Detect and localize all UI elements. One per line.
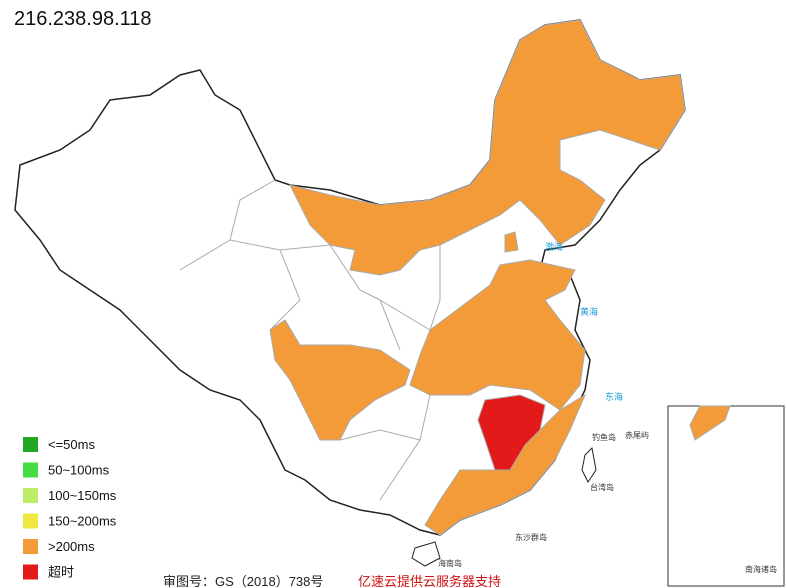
legend: <=50ms 50~100ms 100~150ms 150~200ms >200ms 超时	[23, 437, 117, 580]
island-label: 台湾岛	[590, 482, 614, 492]
sea-label: 渤海	[545, 241, 563, 252]
legend-swatch	[23, 488, 38, 503]
sea-label: 东海	[605, 391, 623, 402]
legend-swatch	[23, 513, 38, 529]
taiwan	[581, 446, 597, 483]
china-map: 渤海 黄海 东海 钓鱼岛 赤尾屿 台湾岛 东沙群岛 海南岛	[14, 19, 686, 568]
inset-map: 南海诸岛	[667, 405, 785, 587]
region-over-200ms	[269, 319, 411, 441]
legend-label: 超时	[48, 565, 74, 580]
legend-label: 100~150ms	[48, 488, 117, 503]
island-label: 东沙群岛	[515, 532, 547, 542]
sea-label: 黄海	[580, 306, 598, 317]
island-label: 海南岛	[438, 558, 462, 568]
inset-region	[689, 405, 731, 441]
region-timeout	[477, 394, 546, 471]
legend-swatch	[23, 564, 38, 580]
province-lines	[179, 179, 441, 501]
legend-swatch	[23, 437, 38, 452]
legend-label: 150~200ms	[48, 514, 117, 529]
region-over-200ms	[504, 231, 519, 253]
sponsor[interactable]: 亿速云提供云服务器支持	[358, 574, 501, 588]
island-label: 赤尾屿	[625, 431, 649, 440]
island-label: 钓鱼岛	[592, 432, 616, 442]
hainan	[411, 541, 441, 567]
region-over-200ms	[289, 19, 686, 276]
region-over-200ms	[409, 259, 586, 411]
approval-number: 审图号：GS（2018）738号	[163, 574, 323, 588]
legend-swatch	[23, 462, 38, 478]
inset-frame	[667, 405, 785, 587]
inset-label: 南海诸岛	[745, 564, 777, 574]
legend-label: <=50ms	[48, 437, 95, 452]
legend-label: 50~100ms	[48, 463, 110, 478]
legend-label: >200ms	[48, 539, 95, 554]
legend-swatch	[23, 539, 38, 554]
title: 216.238.98.118	[14, 8, 152, 30]
